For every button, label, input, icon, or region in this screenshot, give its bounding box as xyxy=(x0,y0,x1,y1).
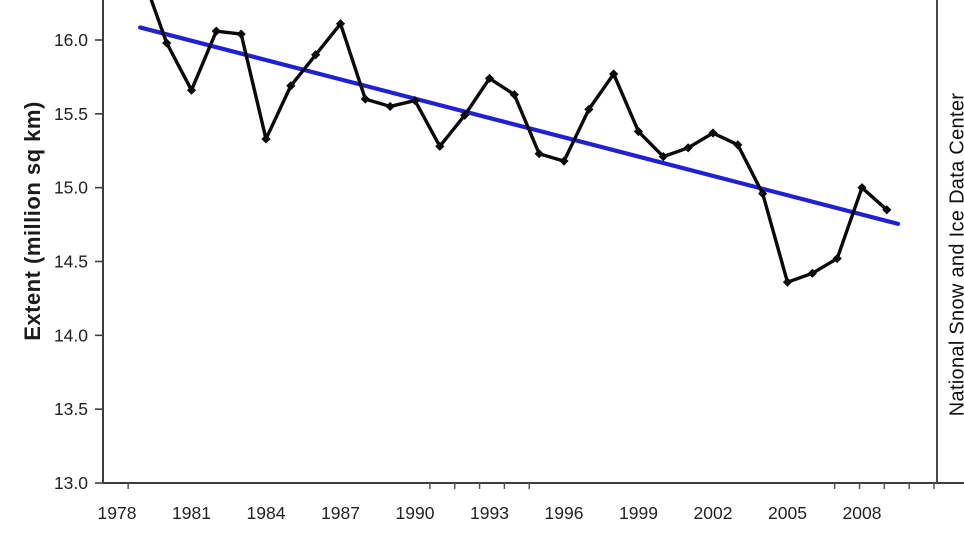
data-point-marker xyxy=(286,81,296,91)
x-tick-label: 1981 xyxy=(172,503,211,523)
source-credit-label: National Snow and Ice Data Center xyxy=(946,92,964,417)
data-point-marker xyxy=(807,268,817,278)
x-tick-label: 1984 xyxy=(247,503,286,523)
data-point-marker xyxy=(708,128,718,138)
y-tick-label: 16.0 xyxy=(54,30,88,50)
data-series-line xyxy=(149,0,889,284)
data-point-marker xyxy=(857,183,867,193)
data-point-marker xyxy=(609,69,619,79)
data-point-marker xyxy=(733,140,743,150)
x-tick-label: 2008 xyxy=(843,503,882,523)
data-point-marker xyxy=(782,277,793,287)
data-point-marker xyxy=(435,141,445,151)
data-point-marker xyxy=(658,152,668,162)
y-tick-label: 15.0 xyxy=(54,178,88,198)
data-point-marker xyxy=(360,94,370,104)
x-tick-label: 1987 xyxy=(321,503,360,523)
data-point-marker xyxy=(534,149,544,159)
data-point-marker xyxy=(460,110,470,120)
y-tick-label: 14.5 xyxy=(54,252,88,272)
x-tick-label: 2002 xyxy=(694,503,733,523)
data-point-marker xyxy=(683,143,693,153)
x-tick-label: 1978 xyxy=(98,503,137,523)
x-tick-label: 2005 xyxy=(768,503,807,523)
data-point-marker xyxy=(162,38,172,48)
data-point-marker xyxy=(211,26,221,36)
data-point-marker xyxy=(509,90,519,100)
data-point-marker xyxy=(484,73,495,83)
data-point-marker xyxy=(882,205,892,215)
y-tick-label: 14.0 xyxy=(54,325,88,345)
data-point-marker xyxy=(385,101,395,112)
x-tick-label: 1990 xyxy=(396,503,435,523)
data-point-marker xyxy=(832,253,842,264)
y-tick-label: 15.5 xyxy=(54,104,88,124)
trend-line xyxy=(137,25,901,226)
data-point-marker xyxy=(311,50,321,60)
data-point-marker xyxy=(335,19,346,29)
y-axis-title: Extent (million sq km) xyxy=(20,101,45,341)
x-tick-label: 1999 xyxy=(619,503,658,523)
y-tick-label: 13.0 xyxy=(54,473,88,493)
data-point-marker xyxy=(584,104,594,115)
y-tick-label: 13.5 xyxy=(54,399,88,419)
data-point-marker xyxy=(236,29,246,39)
x-tick-label: 1996 xyxy=(545,503,584,523)
data-point-marker xyxy=(633,126,644,137)
data-point-marker xyxy=(758,188,768,199)
data-point-marker xyxy=(559,156,569,166)
x-tick-label: 1993 xyxy=(470,503,509,523)
data-point-marker xyxy=(261,134,271,144)
data-point-marker xyxy=(410,95,420,106)
data-point-marker xyxy=(186,85,197,95)
